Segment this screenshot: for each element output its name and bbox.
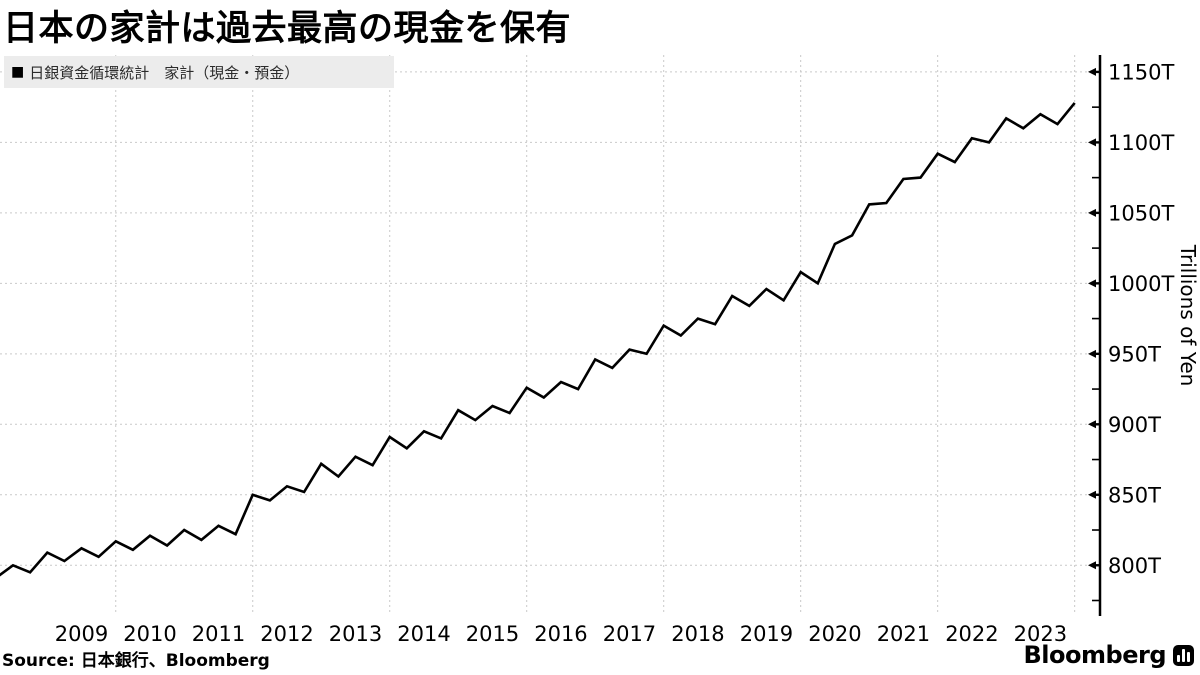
y-tick-arrow <box>1088 138 1096 147</box>
x-year-label: 2010 <box>123 622 176 646</box>
source-text: 日本銀行、Bloomberg <box>74 651 270 671</box>
x-year-label: 2022 <box>945 622 998 646</box>
y-tick-arrow <box>1088 420 1096 429</box>
x-year-label: 2013 <box>329 622 382 646</box>
source-prefix: Source: <box>2 651 75 671</box>
x-year-label: 2012 <box>260 622 313 646</box>
x-year-label: 2015 <box>466 622 519 646</box>
y-tick-arrow <box>1088 208 1096 217</box>
y-tick-label: 850T <box>1108 483 1161 507</box>
y-tick-label: 1000T <box>1108 272 1174 296</box>
x-year-label: 2019 <box>740 622 793 646</box>
chart-title: 日本の家計は過去最高の現金を保有 <box>3 9 572 49</box>
bloomberg-logo: Bloomberg <box>1024 641 1194 669</box>
x-year-label: 2011 <box>192 622 245 646</box>
y-tick-label: 900T <box>1108 413 1161 437</box>
x-year-label: 2017 <box>603 622 656 646</box>
x-year-label: 2021 <box>877 622 930 646</box>
y-tick-label: 950T <box>1108 342 1161 366</box>
y-tick-label: 1050T <box>1108 201 1174 225</box>
y-tick-arrow <box>1088 67 1096 76</box>
x-year-label: 2023 <box>1014 622 1067 646</box>
x-year-label: 2016 <box>534 622 587 646</box>
series-label: 日銀資金循環統計 家計（現金・預金） <box>29 63 300 82</box>
legend: ■ 日銀資金循環統計 家計（現金・預金） <box>4 56 394 88</box>
x-year-label: 2020 <box>808 622 861 646</box>
y-tick-arrow <box>1088 279 1096 288</box>
y-tick-arrow <box>1088 561 1096 570</box>
series-line <box>0 102 1076 577</box>
x-year-label: 2014 <box>397 622 450 646</box>
y-tick-label: 1150T <box>1108 60 1174 84</box>
y-tick-arrow <box>1088 349 1096 358</box>
y-axis-title: Trillions of Yen <box>1176 244 1200 387</box>
series-marker-icon: ■ <box>11 64 25 80</box>
x-year-label: 2018 <box>671 622 724 646</box>
bloomberg-chart-badge-icon <box>1173 644 1194 666</box>
y-tick-label: 800T <box>1108 554 1161 578</box>
y-tick-label: 1100T <box>1108 131 1174 155</box>
y-tick-arrow <box>1088 490 1096 499</box>
source-note: Source: 日本銀行、Bloomberg <box>2 646 270 671</box>
bloomberg-wordmark: Bloomberg <box>1023 641 1167 669</box>
x-year-label: 2009 <box>55 622 108 646</box>
